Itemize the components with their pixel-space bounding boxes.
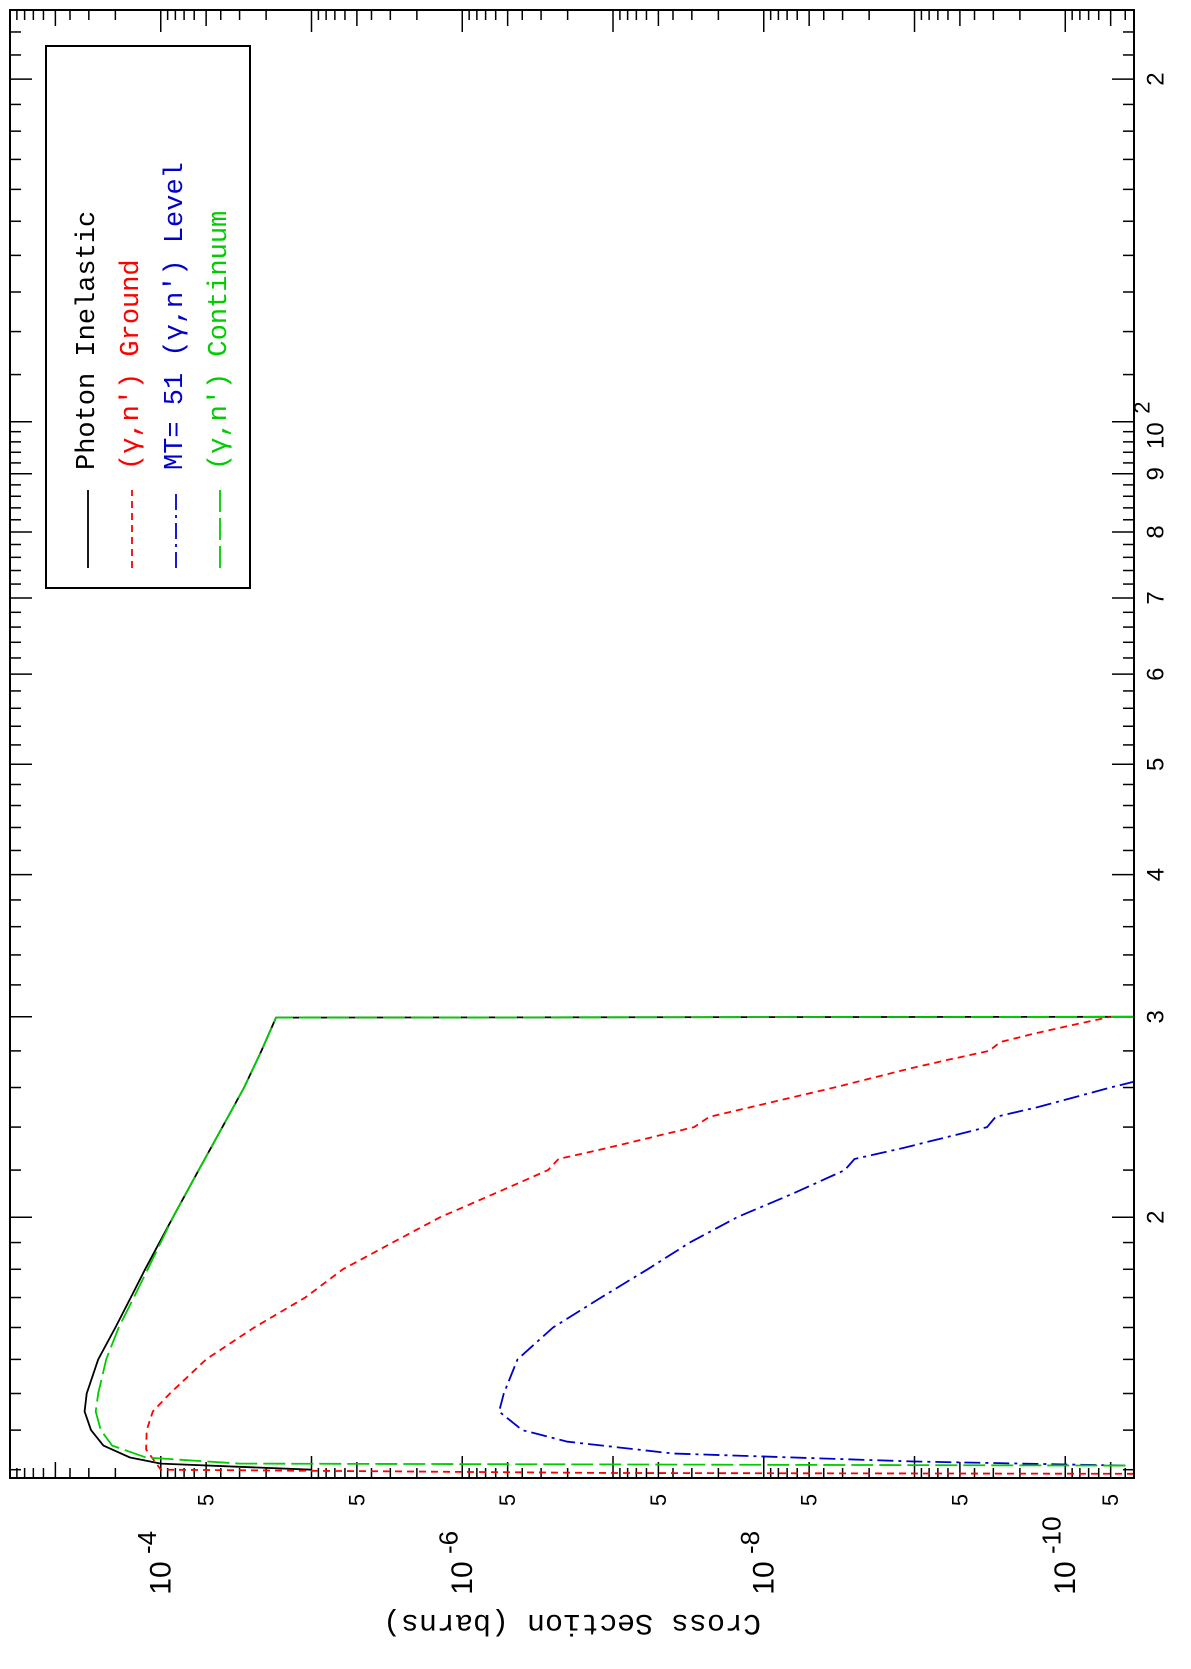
legend-item-4: (γ,n') Continuum (205, 211, 235, 568)
svg-text:3: 3 (1143, 1010, 1170, 1023)
svg-text:10: 10 (144, 1561, 177, 1594)
svg-text:2: 2 (1143, 1211, 1170, 1224)
x-tick-label: 8 (1143, 525, 1170, 538)
svg-text:10: 10 (1143, 422, 1170, 449)
series-layer (83, 1015, 1134, 1475)
x-tick-label: 4 (1143, 868, 1170, 881)
x-tick-label: 2 (1143, 72, 1170, 85)
y-tick-label: 5 (495, 1494, 520, 1506)
legend-box (45, 45, 251, 589)
svg-text:5: 5 (646, 1494, 671, 1506)
svg-text:2: 2 (1143, 72, 1170, 85)
legend-item-3: MT= 51 (γ,n') Level (161, 162, 191, 568)
legend-item-2: (γ,n') Ground (117, 259, 147, 568)
series-line-4 (94, 1015, 1134, 1467)
y-tick-label: 10-10 (1036, 1516, 1082, 1594)
y-tick-label: 10-6 (433, 1531, 479, 1595)
svg-text:4: 4 (1143, 868, 1170, 881)
svg-text:9: 9 (1143, 467, 1170, 480)
svg-text:5: 5 (1143, 758, 1170, 771)
y-tick-label: 10-8 (735, 1531, 781, 1595)
x-tick-label: 3 (1143, 1010, 1170, 1023)
svg-text:5: 5 (797, 1494, 822, 1506)
y-tick-label: 10-4 (132, 1531, 178, 1595)
y-tick-label: 5 (1098, 1494, 1123, 1506)
svg-text:10: 10 (747, 1561, 780, 1594)
svg-text:5: 5 (495, 1494, 520, 1506)
y-tick-label: 5 (947, 1494, 972, 1506)
series-line-1 (83, 1015, 1134, 1471)
y-tick-label: 5 (646, 1494, 671, 1506)
legend-label: (γ,n') Continuum (205, 211, 235, 470)
svg-text:5: 5 (947, 1494, 972, 1506)
legend-item-1: Photon Inelastic (73, 211, 103, 568)
svg-text:10: 10 (446, 1561, 479, 1594)
x-tick-label: 5 (1143, 758, 1170, 771)
svg-text:10: 10 (1049, 1561, 1082, 1594)
svg-text:2: 2 (1130, 401, 1155, 413)
y-tick-label: 5 (797, 1494, 822, 1506)
y-tick-label: 5 (194, 1494, 219, 1506)
svg-text:6: 6 (1143, 668, 1170, 681)
x-tick-label: 2 (1143, 1211, 1170, 1224)
legend: Photon Inelastic (γ,n') Ground MT= 51 (γ,n… (45, 45, 251, 589)
svg-text:-10: -10 (1036, 1516, 1066, 1554)
x-tick-label: 6 (1143, 668, 1170, 681)
y-axis-label: Cross Section (barns) (383, 1605, 761, 1639)
svg-text:-4: -4 (132, 1531, 162, 1554)
svg-text:-6: -6 (433, 1531, 463, 1554)
x-tick-label: 9 (1143, 467, 1170, 480)
legend-label: Photon Inelastic (73, 211, 103, 470)
plot-frame (9, 9, 1135, 1479)
svg-text:5: 5 (194, 1494, 219, 1506)
x-tick-label: 10 2 (1130, 401, 1170, 449)
series-line-3 (498, 1080, 1134, 1467)
y-tick-label: 5 (344, 1494, 369, 1506)
svg-text:7: 7 (1143, 591, 1170, 604)
legend-label: (γ,n') Ground (117, 259, 147, 470)
svg-text:8: 8 (1143, 525, 1170, 538)
x-tick-label: 7 (1143, 591, 1170, 604)
legend-label: MT= 51 (γ,n') Level (161, 162, 191, 470)
svg-text:5: 5 (1098, 1494, 1123, 1506)
svg-text:-8: -8 (735, 1531, 765, 1554)
svg-text:5: 5 (344, 1494, 369, 1506)
series-line-2 (145, 1015, 1134, 1475)
